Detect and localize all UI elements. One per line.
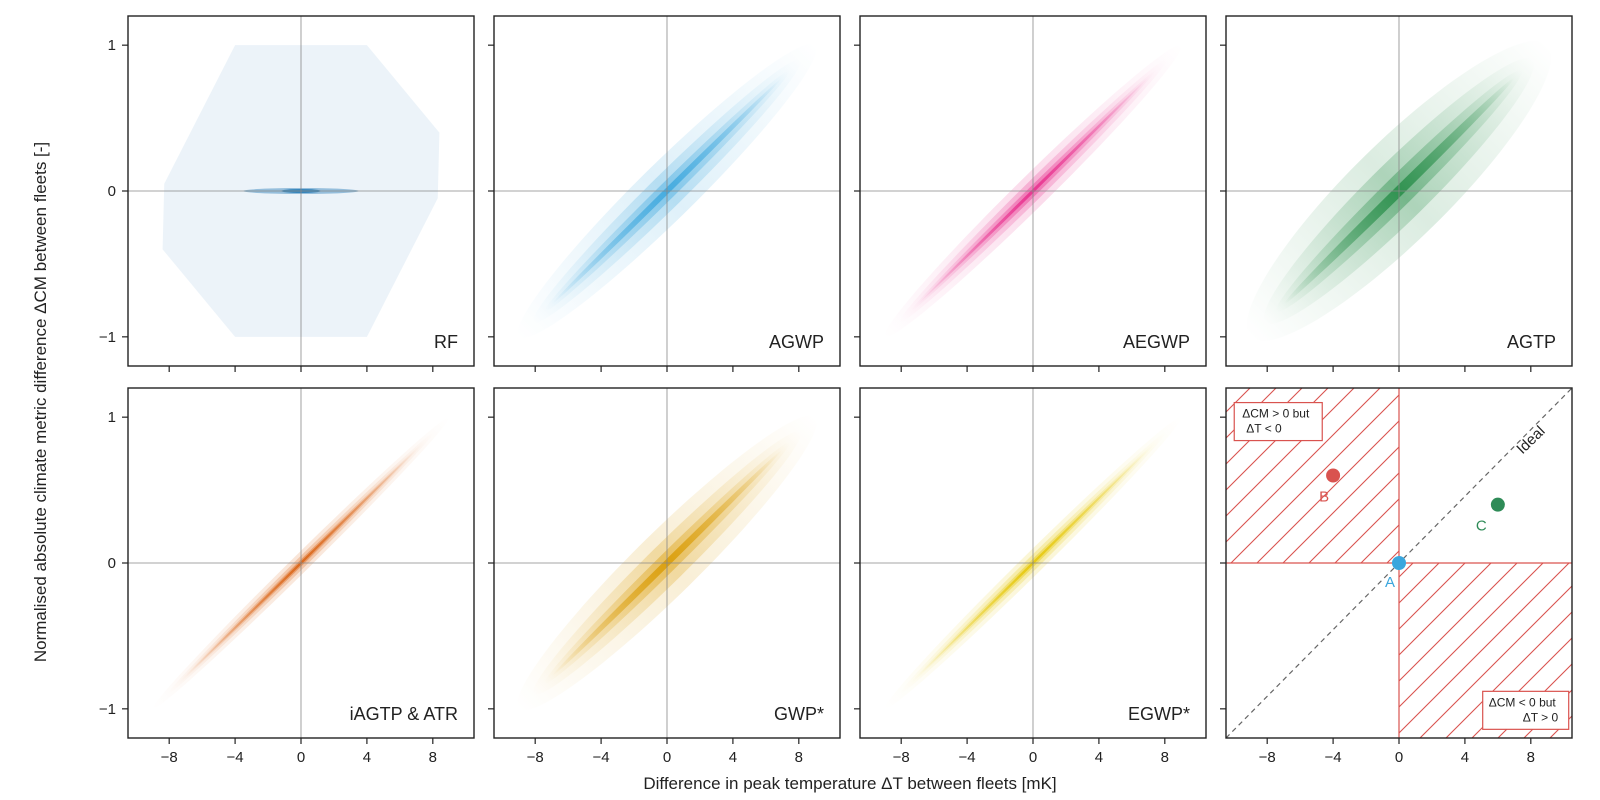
- y-axis-label: Normalised absolute climate metric diffe…: [31, 142, 50, 662]
- x-tick-label: −8: [1259, 749, 1276, 766]
- x-tick-label: −4: [959, 749, 976, 766]
- panel-7: EGWP* −8 −4 0 4 8: [854, 387, 1207, 766]
- point-label-B: B: [1319, 489, 1329, 506]
- x-tick-label: 0: [1395, 749, 1403, 766]
- panel-label: RF: [434, 332, 458, 352]
- panel-3: AEGWP: [854, 15, 1207, 372]
- x-tick-label: 8: [1161, 749, 1169, 766]
- x-tick-label: −4: [593, 749, 610, 766]
- y-tick-label: 1: [108, 37, 116, 54]
- point-B: [1326, 468, 1341, 483]
- panel-5: iAGTP & ATR −1 0 1 −8 −4 0 4 8: [99, 387, 475, 766]
- y-tick-label: 1: [108, 409, 116, 426]
- panel-6: GWP* −8 −4 0 4 8: [488, 387, 841, 766]
- panels: RF −1 0 1 AGWP AEGWP AGTP iAGTP & ATR −1 0 1 −8 −4 0 4…: [99, 15, 1573, 766]
- point-label-A: A: [1385, 574, 1395, 591]
- x-tick-label: 4: [1461, 749, 1469, 766]
- plot-area: [860, 388, 1206, 738]
- panel-1: RF −1 0 1: [99, 15, 475, 372]
- annotation-lower-line1: ΔCM < 0 but: [1489, 695, 1557, 709]
- y-tick-label: 0: [108, 555, 116, 572]
- panel-label: AEGWP: [1123, 332, 1190, 352]
- annotation-upper-line2: ΔT < 0: [1246, 422, 1282, 436]
- x-tick-label: −8: [893, 749, 910, 766]
- point-C: [1490, 497, 1505, 512]
- point-A: [1392, 556, 1406, 570]
- panel-label: GWP*: [774, 704, 824, 724]
- panel-2: AGWP: [488, 15, 841, 372]
- panel-label: AGTP: [1507, 332, 1556, 352]
- ideal-label: Ideal: [1513, 423, 1548, 458]
- x-tick-label: 4: [1095, 749, 1103, 766]
- annotation-upper-line1: ΔCM > 0 but: [1242, 407, 1310, 421]
- x-tick-label: 8: [795, 749, 803, 766]
- annotation-lower-line2: ΔT > 0: [1523, 710, 1559, 724]
- panel-4: AGTP: [1220, 15, 1573, 372]
- x-tick-label: 0: [663, 749, 671, 766]
- point-label-C: C: [1476, 518, 1487, 535]
- x-tick-label: −8: [161, 749, 178, 766]
- annotation-box-lower: [1482, 690, 1570, 730]
- panel-label: EGWP*: [1128, 704, 1190, 724]
- x-tick-label: 4: [729, 749, 737, 766]
- x-tick-label: 8: [1527, 749, 1535, 766]
- x-tick-label: −4: [227, 749, 244, 766]
- x-tick-label: 0: [297, 749, 305, 766]
- panel-label: iAGTP & ATR: [350, 704, 458, 724]
- x-tick-label: 0: [1029, 749, 1037, 766]
- plot-area: [494, 16, 840, 366]
- panel-label: AGWP: [769, 332, 824, 352]
- x-axis-label: Difference in peak temperature ΔT betwee…: [643, 774, 1056, 793]
- x-tick-label: 4: [363, 749, 371, 766]
- y-tick-label: −1: [99, 329, 116, 346]
- y-tick-label: −1: [99, 701, 116, 718]
- plot-area: [128, 388, 474, 738]
- annotation-box-upper: [1233, 401, 1323, 442]
- plot-area: [1226, 16, 1572, 366]
- x-tick-label: 8: [429, 749, 437, 766]
- plot-area: [860, 16, 1206, 366]
- x-tick-label: −8: [527, 749, 544, 766]
- plot-area: [128, 16, 474, 366]
- y-tick-label: 0: [108, 183, 116, 200]
- x-tick-label: −4: [1325, 749, 1342, 766]
- plot-area: [494, 388, 840, 738]
